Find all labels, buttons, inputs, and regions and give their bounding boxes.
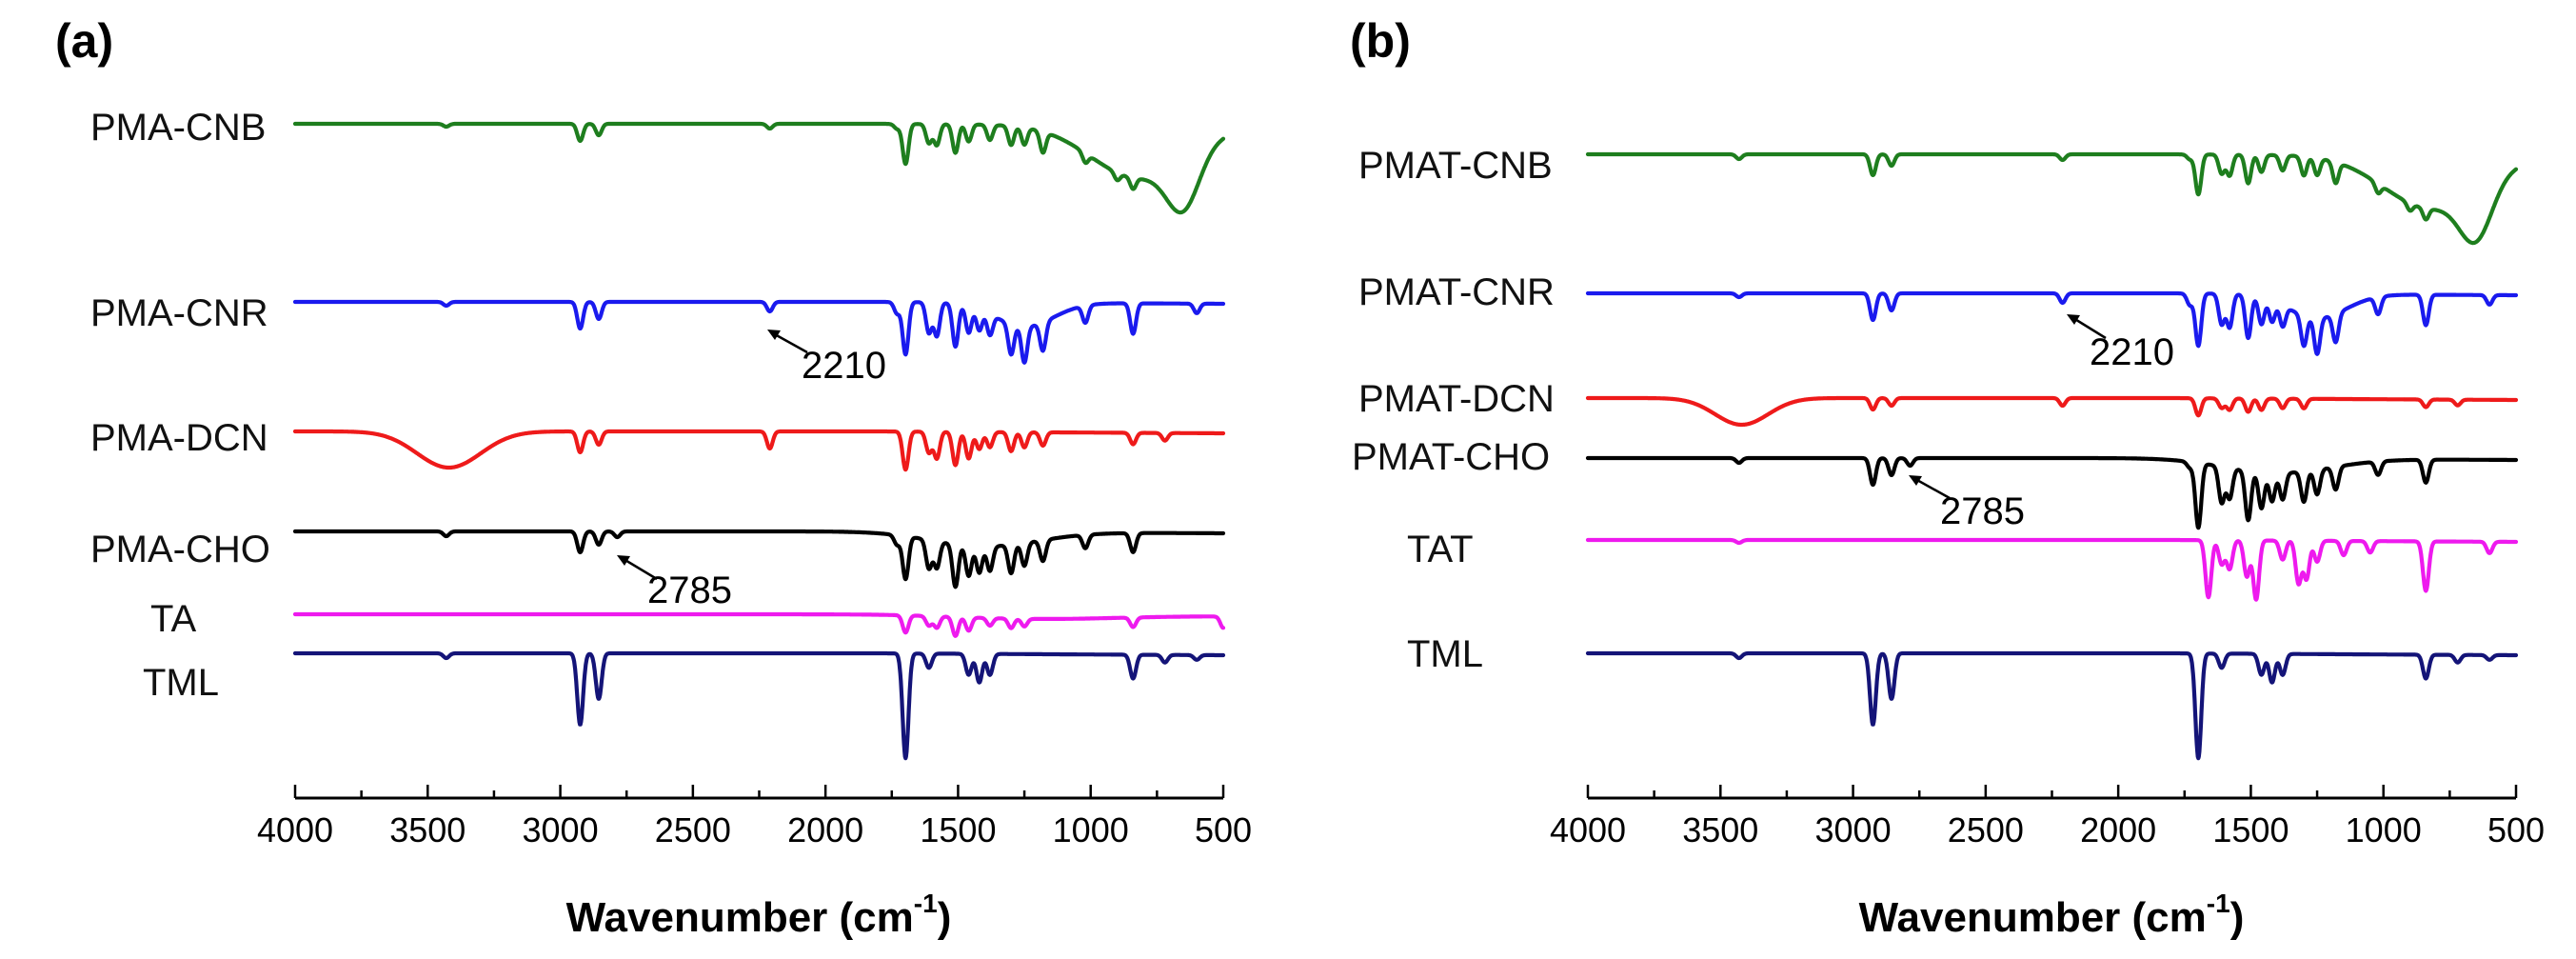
panel-b-letter: (b) <box>1350 14 1411 68</box>
spectrum-pmat-cnr <box>1585 290 2519 356</box>
panel-a-letter: (a) <box>55 14 113 68</box>
annotation-arrow-2210-a <box>772 331 808 354</box>
series-label-pma-dcn: PMA-DCN <box>90 417 268 459</box>
panel-b-curves <box>1585 151 2519 761</box>
annotation-2210-b: 2210 <box>2090 331 2174 373</box>
spectrum-pma-cho <box>292 529 1226 589</box>
spectrum-pmat-dcn <box>1585 395 2519 428</box>
panel-b-annotations: 2210 2785 <box>1909 314 2174 532</box>
spectrum-pma-cnr <box>292 299 1226 365</box>
x-axis-title-a: Wavenumber (cm-1) <box>566 889 952 941</box>
spectrum-tat <box>1585 537 2519 602</box>
x-tick-label: 1000 <box>1053 810 1129 849</box>
annotation-arrowhead-2210-b <box>2067 314 2080 325</box>
x-tick-label: 1500 <box>920 810 996 849</box>
x-tick-label: 4000 <box>257 810 333 849</box>
spectrum-pma-dcn <box>292 429 1226 472</box>
x-tick-label: 500 <box>1195 810 1252 849</box>
annotation-2785-b: 2785 <box>1940 490 2025 532</box>
series-label-pma-cnb: PMA-CNB <box>90 107 266 149</box>
x-ticks-a: 4000 3500 3000 2500 2000 1500 1000 500 <box>257 785 1252 849</box>
spectrum-tml-b <box>1585 650 2519 761</box>
spectrum-pmat-cho <box>1585 455 2519 530</box>
x-tick-label: 500 <box>2487 810 2545 849</box>
panel-a-curves <box>292 121 1226 761</box>
x-tick-label: 1000 <box>2346 810 2422 849</box>
series-label-pma-cnr: PMA-CNR <box>90 292 268 334</box>
x-tick-label: 3000 <box>1815 810 1892 849</box>
annotation-arrow-2785-a <box>623 557 658 581</box>
x-tick-label: 4000 <box>1550 810 1626 849</box>
series-label-pma-cho: PMA-CHO <box>90 529 270 570</box>
x-tick-label: 2000 <box>2080 810 2156 849</box>
spectrum-ta <box>292 611 1226 638</box>
x-tick-label: 3500 <box>1682 810 1758 849</box>
x-tick-label: 3000 <box>523 810 599 849</box>
spectrum-pmat-cnb <box>1585 151 2519 246</box>
x-tick-label: 2500 <box>1948 810 2024 849</box>
x-tick-label: 2000 <box>787 810 863 849</box>
x-tick-label: 1500 <box>2212 810 2289 849</box>
spectrum-tml <box>292 650 1226 761</box>
panel-a-series-labels: PMA-CNB PMA-CNR PMA-DCN PMA-CHO TA TML <box>90 107 270 704</box>
panel-b: (b) PMAT-CNB PMAT-CNR PMAT-DCN PMAT-CHO … <box>1350 14 2545 941</box>
series-label-tml-b: TML <box>1407 633 1483 675</box>
series-label-tat: TAT <box>1407 529 1474 570</box>
annotation-2785-a: 2785 <box>647 569 732 611</box>
series-label-pmat-cho: PMAT-CHO <box>1352 436 1550 478</box>
x-axis-title-b: Wavenumber (cm-1) <box>1859 889 2245 941</box>
x-tick-label: 2500 <box>655 810 731 849</box>
annotation-2210-a: 2210 <box>802 345 886 387</box>
series-label-tml: TML <box>143 662 219 704</box>
panel-b-x-axis: 4000 3500 3000 2500 2000 1500 1000 500 Wavenumb… <box>1550 785 2545 941</box>
series-label-ta: TA <box>150 598 196 640</box>
x-tick-label: 3500 <box>389 810 466 849</box>
series-label-pmat-cnb: PMAT-CNB <box>1358 145 1553 187</box>
annotation-arrowhead-2210-a <box>767 330 781 340</box>
annotation-arrow-2210-b <box>2072 316 2107 340</box>
panel-a-x-axis: 4000 3500 3000 2500 2000 1500 1000 500 Wavenumb… <box>257 785 1252 941</box>
panel-a: (a) PMA-CNB PMA-CNR PMA-DCN PMA-CHO TA T… <box>55 14 1252 941</box>
series-label-pmat-cnr: PMAT-CNR <box>1358 271 1555 313</box>
panel-a-annotations: 2210 2785 <box>617 330 886 611</box>
x-ticks-b: 4000 3500 3000 2500 2000 1500 1000 500 <box>1550 785 2545 849</box>
panel-b-series-labels: PMAT-CNB PMAT-CNR PMAT-DCN PMAT-CHO TAT … <box>1352 145 1555 675</box>
spectrum-pma-cnb <box>292 121 1226 215</box>
series-label-pmat-dcn: PMAT-DCN <box>1358 378 1555 420</box>
annotation-arrow-2785-b <box>1914 477 1951 500</box>
annotation-arrowhead-2785-a <box>617 555 630 566</box>
annotation-arrowhead-2785-b <box>1909 475 1922 486</box>
